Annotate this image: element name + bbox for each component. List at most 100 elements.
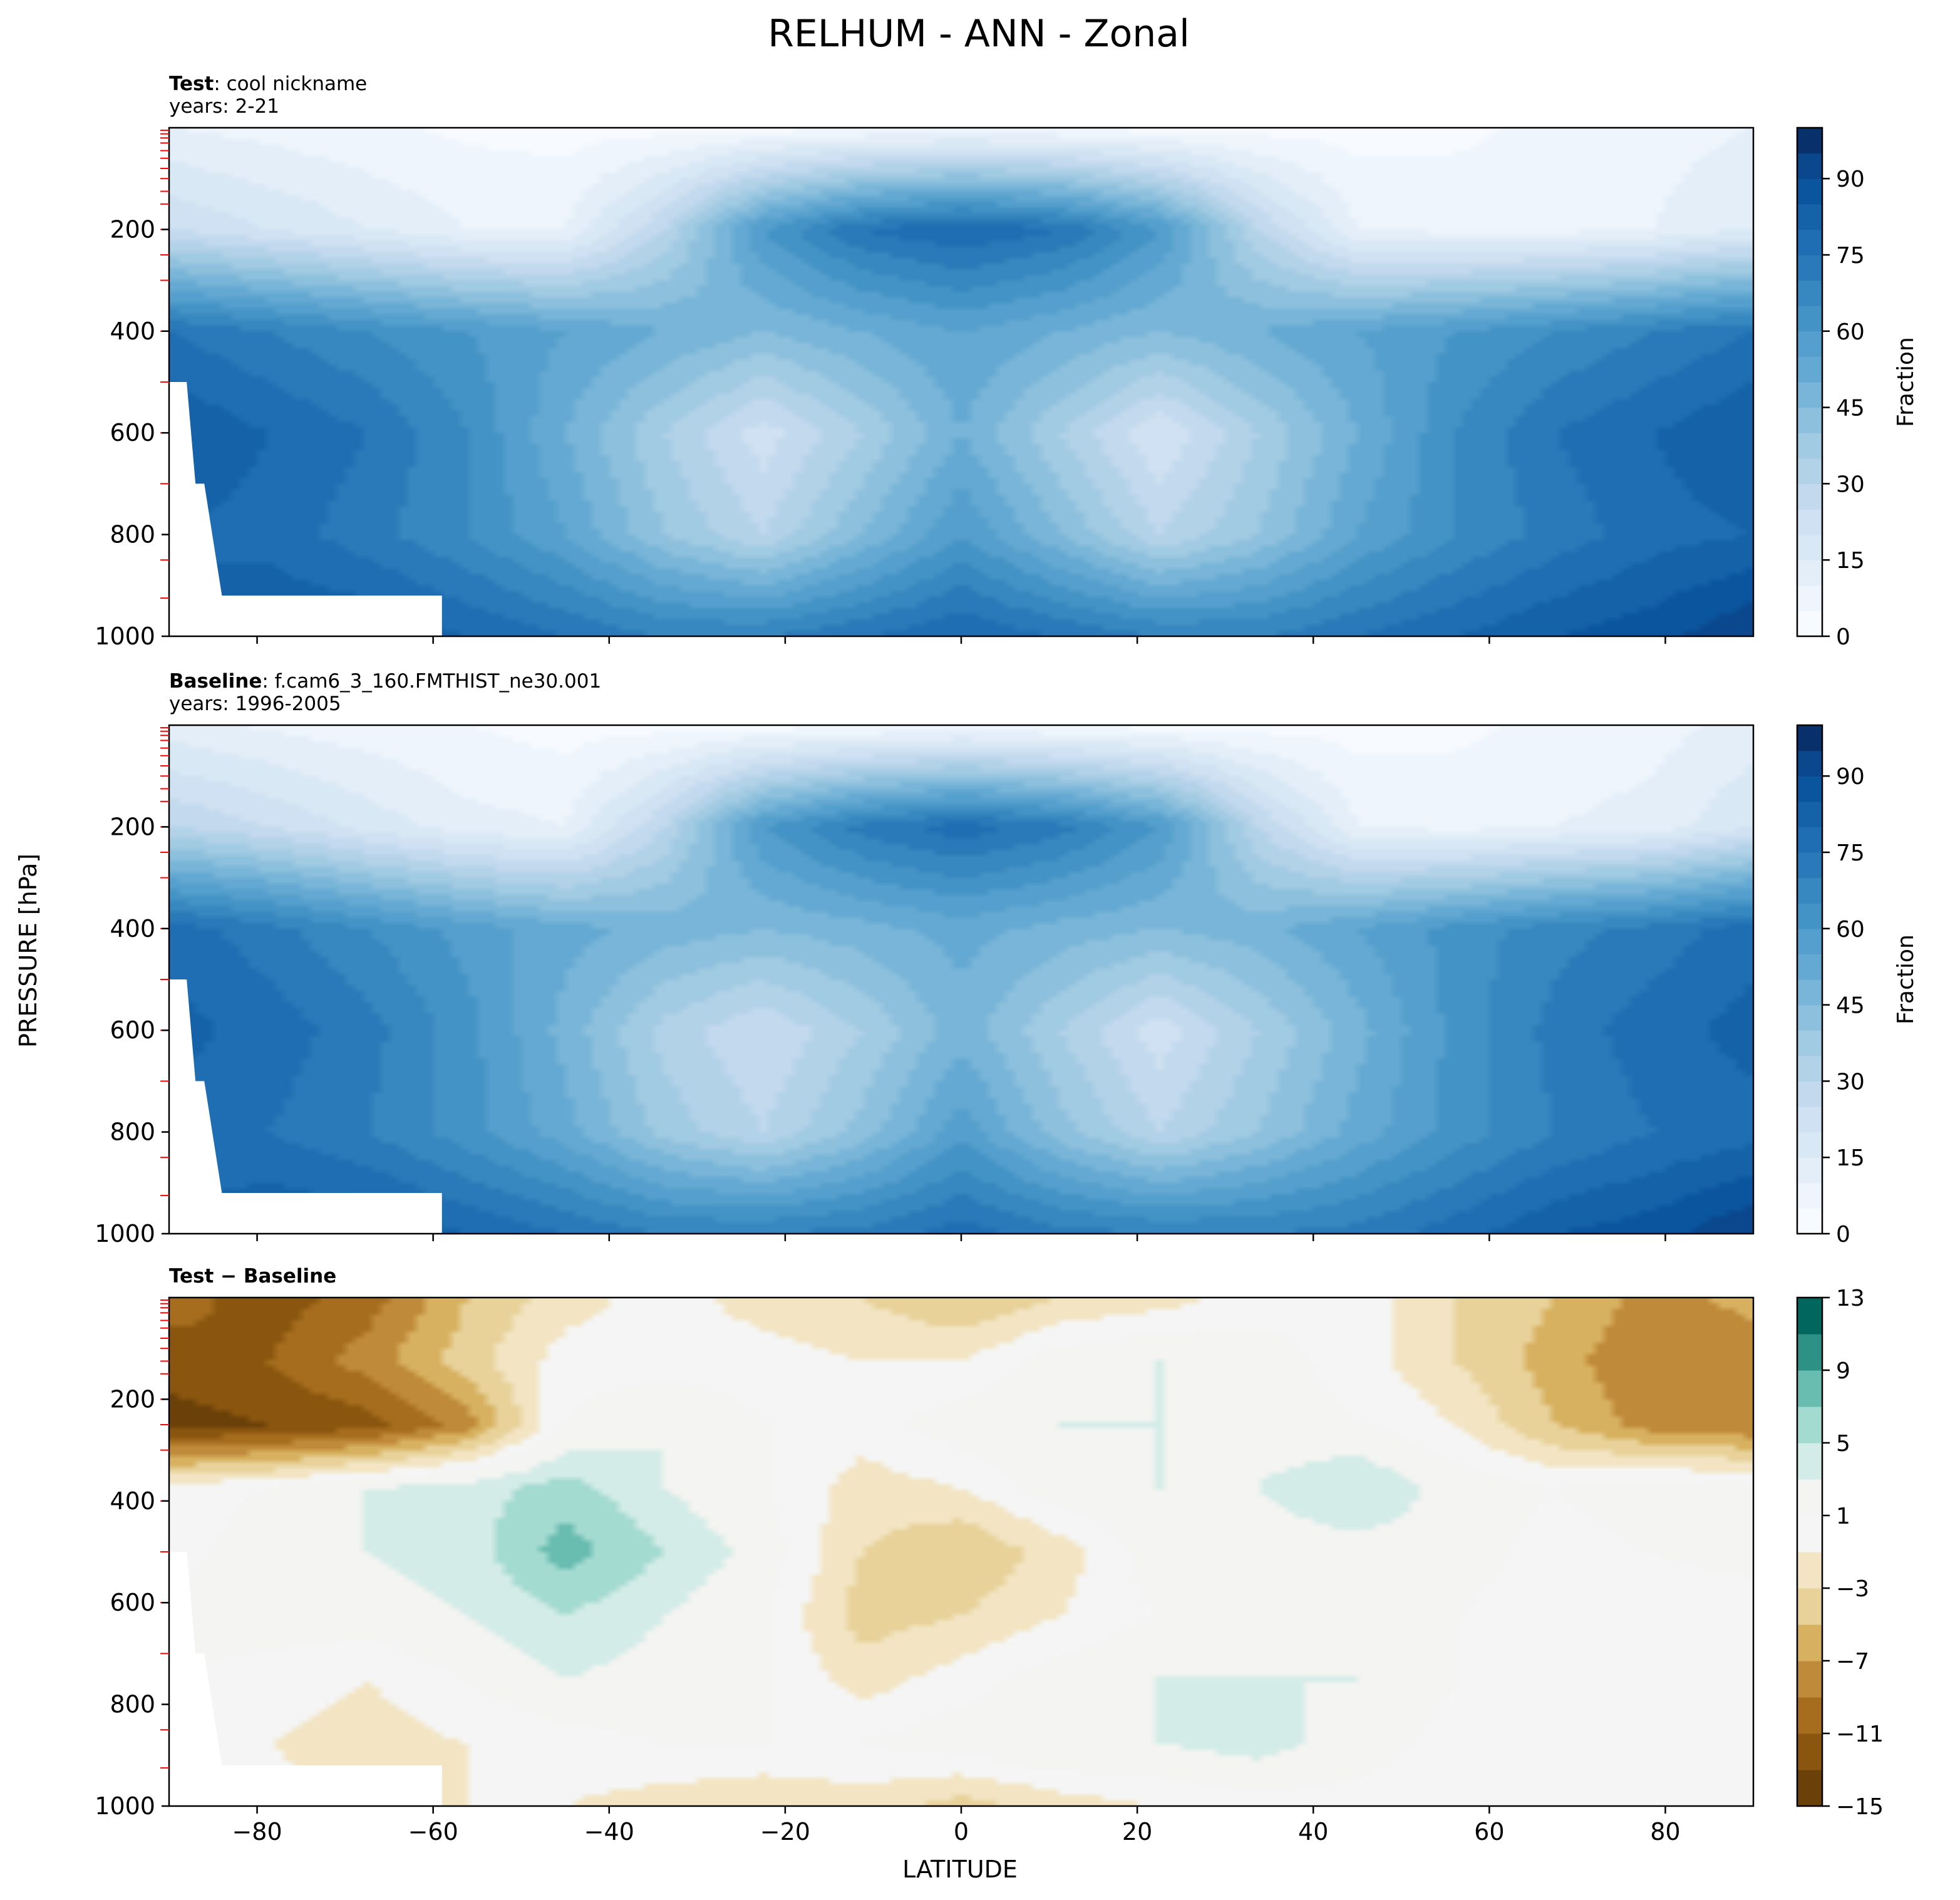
difference-colorbar-band (1797, 1770, 1822, 1807)
difference-colorbar-band (1797, 1697, 1822, 1734)
shared-x-axis-label: LATITUDE (902, 1856, 1018, 1883)
baseline-colorbar: 0 15 30 45 60 75 90 Fraction (1796, 724, 1919, 1247)
baseline-colorbar-tick-label: 45 (1836, 993, 1865, 1019)
difference-colorbar-band (1797, 1443, 1822, 1480)
difference-x-tick-label: −40 (584, 1818, 634, 1846)
test-y-tick-label: 200 (110, 215, 155, 243)
test-colorbar-band (1797, 458, 1822, 484)
difference-colorbar-band (1797, 1588, 1822, 1625)
baseline-colorbar-band (1797, 979, 1822, 1006)
difference-colorbar-tick-label: 13 (1836, 1286, 1865, 1311)
difference-colorbar-tick-label: −7 (1836, 1649, 1869, 1675)
panel-difference: 200 400 600 800 1000 −80 −60 −40 −20 0 20 40 60 80 Tes… (95, 1265, 1884, 1846)
test-colorbar-frame (1796, 126, 1823, 638)
test-colorbar-band (1797, 128, 1822, 154)
baseline-colorbar-band (1797, 1030, 1822, 1056)
test-colorbar-band (1797, 280, 1822, 306)
baseline-colorbar-tick-label: 90 (1836, 764, 1865, 790)
test-colorbar-band (1797, 585, 1822, 611)
baseline-y-tick-label: 1000 (95, 1220, 155, 1247)
test-colorbar-tick-label: 90 (1836, 167, 1865, 192)
difference-colorbar-band (1797, 1479, 1822, 1516)
test-panel-subtitle: years: 2-21 (169, 95, 279, 118)
test-colorbar-band (1797, 382, 1822, 408)
difference-colorbar-tick-label: −11 (1836, 1722, 1884, 1747)
difference-y-tick-label: 200 (110, 1385, 155, 1413)
baseline-colorbar-band (1797, 827, 1822, 853)
difference-colorbar-band (1797, 1515, 1822, 1552)
difference-x-tick-label: −60 (408, 1818, 458, 1846)
test-colorbar-band (1797, 560, 1822, 586)
test-y-tick-label: 1000 (95, 622, 155, 650)
baseline-y-tick-label: 600 (110, 1016, 155, 1044)
baseline-colorbar-band (1797, 928, 1822, 954)
test-colorbar-band (1797, 255, 1822, 281)
baseline-colorbar-tick-label: 15 (1836, 1145, 1865, 1171)
baseline-colorbar-band (1797, 750, 1822, 777)
test-field (169, 128, 1753, 636)
difference-colorbar-band (1797, 1733, 1822, 1770)
test-terrain-mask (169, 382, 442, 636)
baseline-colorbar-band (1797, 1182, 1822, 1209)
baseline-colorbar-band (1797, 903, 1822, 929)
test-colorbar-band (1797, 153, 1822, 179)
baseline-colorbar-band (1797, 1004, 1822, 1031)
test-colorbar-band (1797, 611, 1822, 637)
difference-colorbar-tick-label: 1 (1836, 1504, 1850, 1529)
baseline-field (169, 725, 1753, 1234)
difference-x-tick-label: −20 (760, 1818, 810, 1846)
baseline-colorbar-tick-label: 30 (1836, 1069, 1865, 1095)
baseline-panel-title: Baseline: f.cam6_3_160.FMTHIST_ne30.001 (169, 670, 601, 693)
difference-colorbar-band (1797, 1334, 1822, 1371)
difference-x-tick-label: −80 (232, 1818, 282, 1846)
difference-y-tick-label: 1000 (95, 1792, 155, 1820)
figure-title: RELHUM - ANN - Zonal (768, 12, 1190, 56)
difference-y-tick-label: 800 (110, 1691, 155, 1718)
baseline-colorbar-label: Fraction (1893, 934, 1919, 1025)
test-colorbar-tick-label: 60 (1836, 319, 1865, 345)
test-colorbar-band (1797, 229, 1822, 256)
test-colorbar-band (1797, 483, 1822, 510)
baseline-colorbar-band (1797, 1208, 1822, 1234)
test-colorbar-band (1797, 204, 1822, 230)
baseline-colorbar-frame (1796, 724, 1823, 1235)
difference-colorbar-tick-label: −15 (1836, 1794, 1884, 1820)
baseline-colorbar-band (1797, 954, 1822, 980)
test-colorbar-label: Fraction (1893, 337, 1919, 427)
test-colorbar: 0 15 30 45 60 75 90 Fraction (1796, 126, 1919, 650)
difference-colorbar-tick-label: −3 (1836, 1576, 1869, 1602)
difference-colorbar: −15 −11 −7 −3 1 5 9 13 (1796, 1286, 1884, 1820)
baseline-colorbar-band (1797, 1157, 1822, 1184)
difference-x-tick-label: 60 (1474, 1818, 1504, 1846)
test-colorbar-band (1797, 356, 1822, 383)
test-colorbar-tick-label: 30 (1836, 472, 1865, 497)
baseline-colorbar-tick-label: 0 (1836, 1222, 1850, 1247)
difference-colorbar-band (1797, 1298, 1822, 1335)
test-colorbar-band (1797, 331, 1822, 357)
baseline-colorbar-band (1797, 852, 1822, 879)
difference-y-tick-label: 600 (110, 1589, 155, 1616)
difference-colorbar-tick-label: 9 (1836, 1358, 1850, 1384)
difference-colorbar-band (1797, 1661, 1822, 1698)
test-y-tick-label: 800 (110, 521, 155, 549)
baseline-panel-subtitle: years: 1996-2005 (169, 693, 341, 715)
baseline-colorbar-band (1797, 877, 1822, 904)
baseline-colorbar-tick-label: 60 (1836, 917, 1865, 942)
baseline-y-tick-label: 800 (110, 1118, 155, 1146)
difference-x-tick-label: 40 (1298, 1818, 1328, 1846)
difference-colorbar-frame (1796, 1296, 1823, 1807)
baseline-colorbar-band (1797, 725, 1822, 751)
baseline-colorbar-tick-label: 75 (1836, 840, 1865, 866)
test-colorbar-band (1797, 509, 1822, 535)
test-y-tick-label: 600 (110, 419, 155, 447)
baseline-colorbar-band (1797, 1081, 1822, 1107)
difference-x-tick-label: 80 (1650, 1818, 1680, 1846)
test-colorbar-band (1797, 433, 1822, 459)
baseline-colorbar-band (1797, 1132, 1822, 1158)
difference-y-tick-label: 400 (110, 1487, 155, 1515)
baseline-colorbar-band (1797, 801, 1822, 827)
